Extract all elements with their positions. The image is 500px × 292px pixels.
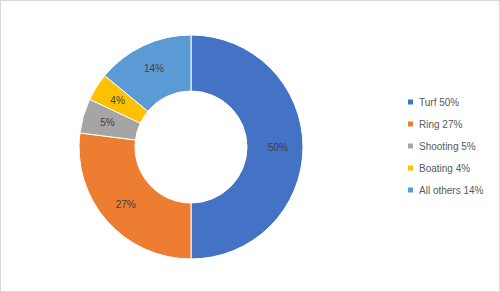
svg-text:Boating 4%: Boating 4% — [419, 163, 470, 174]
svg-text:All others 14%: All others 14% — [419, 185, 484, 196]
svg-text:Turf 50%: Turf 50% — [419, 97, 459, 108]
svg-text:5%: 5% — [100, 117, 115, 128]
svg-text:14%: 14% — [144, 63, 164, 74]
svg-text:27%: 27% — [116, 199, 136, 210]
svg-text:50%: 50% — [268, 142, 288, 153]
svg-text:4%: 4% — [110, 95, 125, 106]
svg-text:Shooting 5%: Shooting 5% — [419, 141, 476, 152]
svg-text:Ring 27%: Ring 27% — [419, 119, 462, 130]
